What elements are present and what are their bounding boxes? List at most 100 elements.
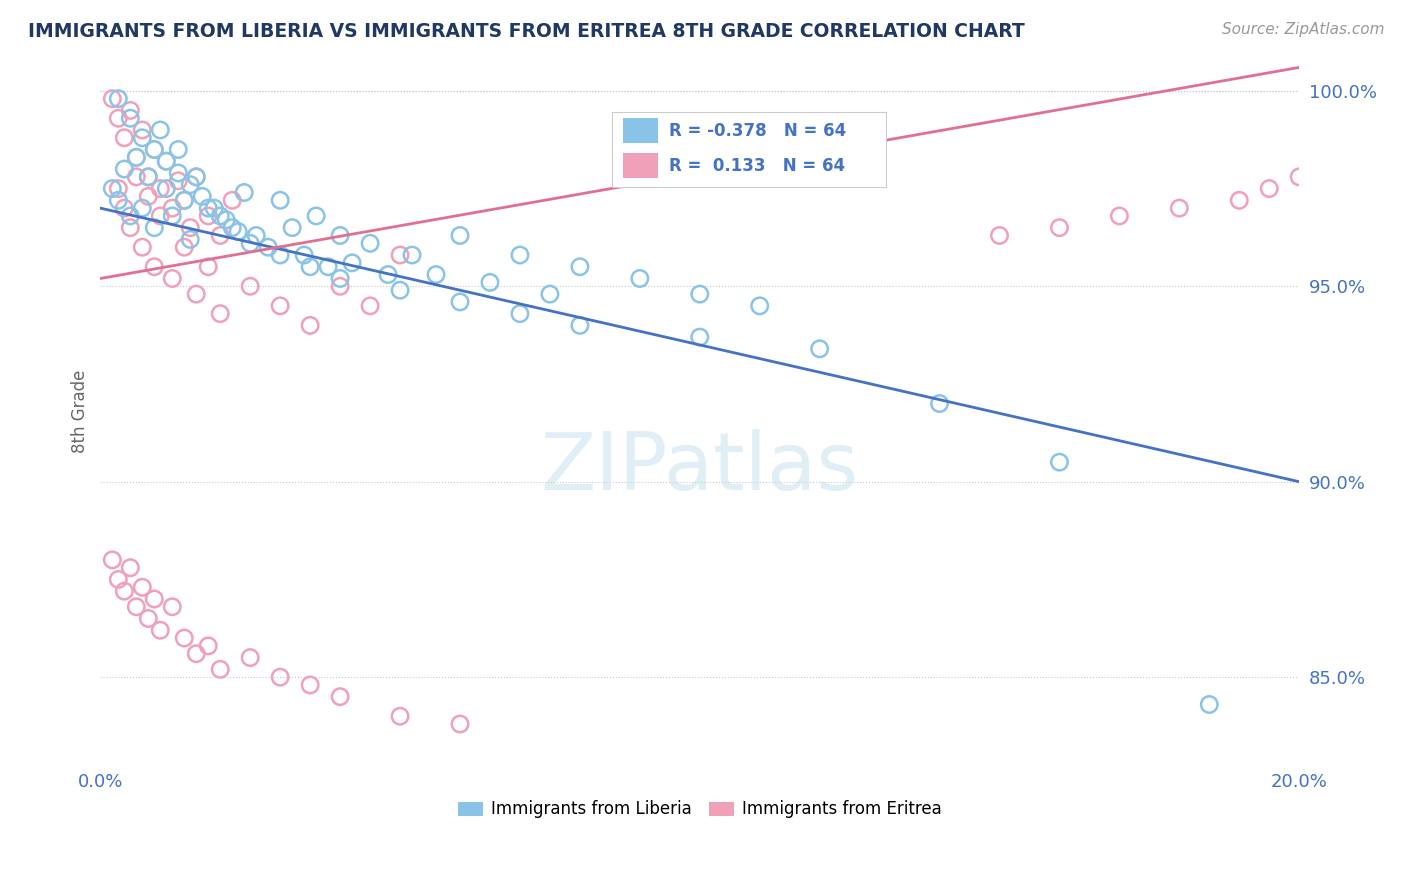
Point bbox=[120, 112, 142, 126]
Point bbox=[162, 201, 184, 215]
Point bbox=[209, 307, 232, 321]
Point bbox=[136, 169, 159, 184]
Point bbox=[112, 201, 135, 215]
Point bbox=[101, 92, 124, 106]
Point bbox=[167, 166, 190, 180]
Point bbox=[359, 299, 381, 313]
Point bbox=[257, 240, 280, 254]
Point bbox=[425, 268, 447, 282]
Point bbox=[167, 143, 190, 157]
Point bbox=[1227, 194, 1250, 208]
Point bbox=[299, 678, 322, 692]
Point bbox=[269, 670, 291, 684]
Point bbox=[221, 194, 243, 208]
Point bbox=[155, 154, 177, 169]
Point bbox=[131, 580, 153, 594]
Point bbox=[478, 276, 501, 290]
Point bbox=[299, 318, 322, 333]
Point bbox=[162, 599, 184, 614]
Text: Source: ZipAtlas.com: Source: ZipAtlas.com bbox=[1222, 22, 1385, 37]
Point bbox=[449, 294, 471, 309]
Point bbox=[1288, 169, 1310, 184]
Point bbox=[449, 717, 471, 731]
Point bbox=[689, 330, 711, 344]
Point bbox=[292, 248, 315, 262]
Point bbox=[131, 240, 153, 254]
Point bbox=[202, 201, 225, 215]
Point bbox=[215, 212, 238, 227]
Text: IMMIGRANTS FROM LIBERIA VS IMMIGRANTS FROM ERITREA 8TH GRADE CORRELATION CHART: IMMIGRANTS FROM LIBERIA VS IMMIGRANTS FR… bbox=[28, 22, 1025, 41]
Point bbox=[299, 260, 322, 274]
Point bbox=[173, 194, 195, 208]
Point bbox=[131, 130, 153, 145]
Text: R = -0.378   N = 64: R = -0.378 N = 64 bbox=[669, 122, 846, 140]
Point bbox=[173, 194, 195, 208]
Point bbox=[245, 228, 267, 243]
Point bbox=[125, 169, 148, 184]
Point bbox=[120, 209, 142, 223]
Point bbox=[269, 194, 291, 208]
Point bbox=[377, 268, 399, 282]
Point bbox=[538, 287, 561, 301]
Point bbox=[239, 650, 262, 665]
Point bbox=[329, 228, 352, 243]
Point bbox=[1258, 181, 1281, 195]
Point bbox=[107, 112, 129, 126]
Point bbox=[186, 647, 208, 661]
Bar bbox=[623, 153, 658, 178]
Point bbox=[120, 560, 142, 574]
Point bbox=[401, 248, 423, 262]
Point bbox=[1108, 209, 1130, 223]
Point bbox=[143, 260, 166, 274]
Point bbox=[186, 287, 208, 301]
Point bbox=[136, 189, 159, 203]
Point bbox=[305, 209, 328, 223]
Point bbox=[149, 123, 172, 137]
Point bbox=[340, 256, 363, 270]
Point bbox=[988, 228, 1011, 243]
Point bbox=[136, 611, 159, 625]
Point bbox=[197, 201, 219, 215]
Point bbox=[107, 181, 129, 195]
Point bbox=[748, 299, 770, 313]
Point bbox=[107, 573, 129, 587]
Y-axis label: 8th Grade: 8th Grade bbox=[72, 369, 89, 453]
Point bbox=[509, 307, 531, 321]
Point bbox=[186, 169, 208, 184]
Point bbox=[197, 209, 219, 223]
Point bbox=[162, 209, 184, 223]
Legend: Immigrants from Liberia, Immigrants from Eritrea: Immigrants from Liberia, Immigrants from… bbox=[451, 794, 949, 825]
Point bbox=[120, 220, 142, 235]
Point bbox=[162, 271, 184, 285]
Point bbox=[125, 599, 148, 614]
Text: R =  0.133   N = 64: R = 0.133 N = 64 bbox=[669, 157, 845, 175]
Point bbox=[191, 189, 214, 203]
Point bbox=[209, 662, 232, 676]
Point bbox=[120, 103, 142, 118]
Point bbox=[233, 186, 256, 200]
Point bbox=[112, 130, 135, 145]
Point bbox=[239, 236, 262, 251]
Point bbox=[143, 220, 166, 235]
Point bbox=[125, 150, 148, 164]
Point bbox=[329, 279, 352, 293]
Point bbox=[179, 178, 201, 192]
Point bbox=[149, 624, 172, 638]
Point bbox=[167, 174, 190, 188]
Point bbox=[101, 553, 124, 567]
Point bbox=[1049, 455, 1071, 469]
Point bbox=[179, 232, 201, 246]
Point bbox=[136, 169, 159, 184]
Point bbox=[101, 181, 124, 195]
Point bbox=[689, 287, 711, 301]
Point bbox=[125, 150, 148, 164]
Point bbox=[155, 154, 177, 169]
Point bbox=[226, 225, 249, 239]
Point bbox=[359, 236, 381, 251]
Point bbox=[131, 123, 153, 137]
Point bbox=[209, 228, 232, 243]
Point bbox=[1049, 220, 1071, 235]
Point bbox=[389, 283, 412, 297]
Point bbox=[173, 631, 195, 645]
Point bbox=[329, 271, 352, 285]
